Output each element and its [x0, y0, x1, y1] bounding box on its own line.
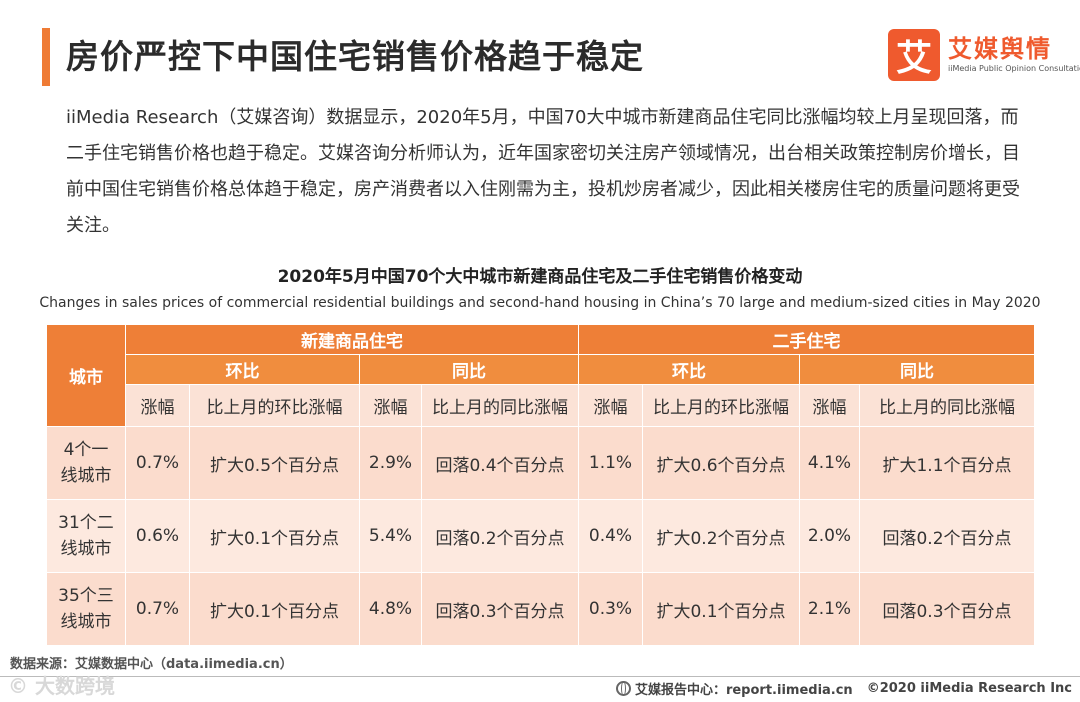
table-cell: 4.8% — [359, 572, 422, 646]
subgroup-header: 环比 — [578, 354, 800, 385]
logo-mark: 艾 — [888, 29, 940, 81]
table-cell: 扩大0.6个百分点 — [642, 426, 800, 500]
watermark: © 大数跨境 — [8, 674, 115, 698]
table-cell: 回落0.4个百分点 — [421, 426, 579, 500]
table-cell: 2.9% — [359, 426, 422, 500]
column-header: 比上月的环比涨幅 — [642, 384, 800, 427]
table-cell: 扩大1.1个百分点 — [859, 426, 1035, 500]
price-change-table: 城市 新建商品住宅 二手住宅 环比 同比 环比 同比 涨幅 比上月的环比涨幅 涨… — [46, 324, 1035, 646]
intro-paragraph: iiMedia Research（艾媒咨询）数据显示，2020年5月，中国70大… — [66, 107, 1020, 236]
footer-divider — [0, 676, 1080, 677]
column-header: 涨幅 — [125, 384, 190, 427]
table-cell: 5.4% — [359, 499, 422, 573]
subgroup-header: 同比 — [359, 354, 579, 385]
table-cell: 0.3% — [578, 572, 643, 646]
city-line: 线城市 — [60, 466, 112, 486]
table-cell: 扩大0.2个百分点 — [642, 499, 800, 573]
table-row: 35个三线城市 0.7% 扩大0.1个百分点 4.8% 回落0.3个百分点 0.… — [46, 572, 1035, 646]
table-cell: 回落0.3个百分点 — [421, 572, 579, 646]
table-cell: 0.7% — [125, 426, 190, 500]
globe-icon — [615, 681, 631, 696]
city-line: 35个三 — [58, 586, 114, 606]
logo-name: 艾媒舆情 — [948, 35, 1052, 63]
table-cell: 0.4% — [578, 499, 643, 573]
table-cell: 回落0.2个百分点 — [421, 499, 579, 573]
iimedia-logo: 艾 艾媒舆情 iiMedia Public Opinion Consultati… — [888, 28, 1080, 82]
title-accent-bar — [42, 28, 50, 86]
city-cell: 4个一线城市 — [46, 426, 126, 500]
table-subtitle: Changes in sales prices of commercial re… — [39, 295, 1041, 311]
table-cell: 4.1% — [799, 426, 860, 500]
column-header: 比上月的同比涨幅 — [859, 384, 1035, 427]
city-line: 4个一 — [63, 440, 109, 460]
copyright-text: ©2020 iiMedia Research Inc — [866, 681, 1072, 696]
city-line: 线城市 — [60, 539, 112, 559]
report-center-link[interactable]: 艾媒报告中心：report.iimedia.cn — [634, 683, 853, 698]
data-source-note: 数据来源：艾媒数据中心（data.iimedia.cn） — [10, 657, 293, 672]
table-row: 31个二线城市 0.6% 扩大0.1个百分点 5.4% 回落0.2个百分点 0.… — [46, 499, 1035, 573]
table-cell: 扩大0.1个百分点 — [189, 572, 360, 646]
table-cell: 扩大0.1个百分点 — [642, 572, 800, 646]
subgroup-header: 环比 — [125, 354, 360, 385]
city-line: 线城市 — [60, 612, 112, 632]
column-header: 涨幅 — [578, 384, 643, 427]
subgroup-header: 同比 — [799, 354, 1035, 385]
column-header: 涨幅 — [799, 384, 860, 427]
table-cell: 扩大0.5个百分点 — [189, 426, 360, 500]
table-cell: 2.1% — [799, 572, 860, 646]
table-title: 2020年5月中国70个大中城市新建商品住宅及二手住宅销售价格变动 — [277, 267, 803, 287]
group-header-second-hand: 二手住宅 — [578, 324, 1035, 355]
city-header: 城市 — [46, 324, 126, 427]
city-cell: 35个三线城市 — [46, 572, 126, 646]
table-cell: 扩大0.1个百分点 — [189, 499, 360, 573]
table-cell: 回落0.2个百分点 — [859, 499, 1035, 573]
page-title: 房价严控下中国住宅销售价格趋于稳定 — [66, 37, 644, 76]
logo-subtitle: iiMedia Public Opinion Consultation — [948, 64, 1080, 73]
city-line: 31个二 — [58, 513, 114, 533]
column-header: 比上月的同比涨幅 — [421, 384, 579, 427]
footer: 艾媒报告中心：report.iimedia.cn ©2020 iiMedia R… — [615, 679, 1072, 698]
table-cell: 2.0% — [799, 499, 860, 573]
table-cell: 回落0.3个百分点 — [859, 572, 1035, 646]
city-cell: 31个二线城市 — [46, 499, 126, 573]
column-header: 比上月的环比涨幅 — [189, 384, 360, 427]
table-cell: 1.1% — [578, 426, 643, 500]
table-row: 4个一线城市 0.7% 扩大0.5个百分点 2.9% 回落0.4个百分点 1.1… — [46, 426, 1035, 500]
table-cell: 0.6% — [125, 499, 190, 573]
logo-text: 艾媒舆情 iiMedia Public Opinion Consultation — [948, 35, 1080, 75]
group-header-new-homes: 新建商品住宅 — [125, 324, 579, 355]
column-header: 涨幅 — [359, 384, 422, 427]
table-cell: 0.7% — [125, 572, 190, 646]
